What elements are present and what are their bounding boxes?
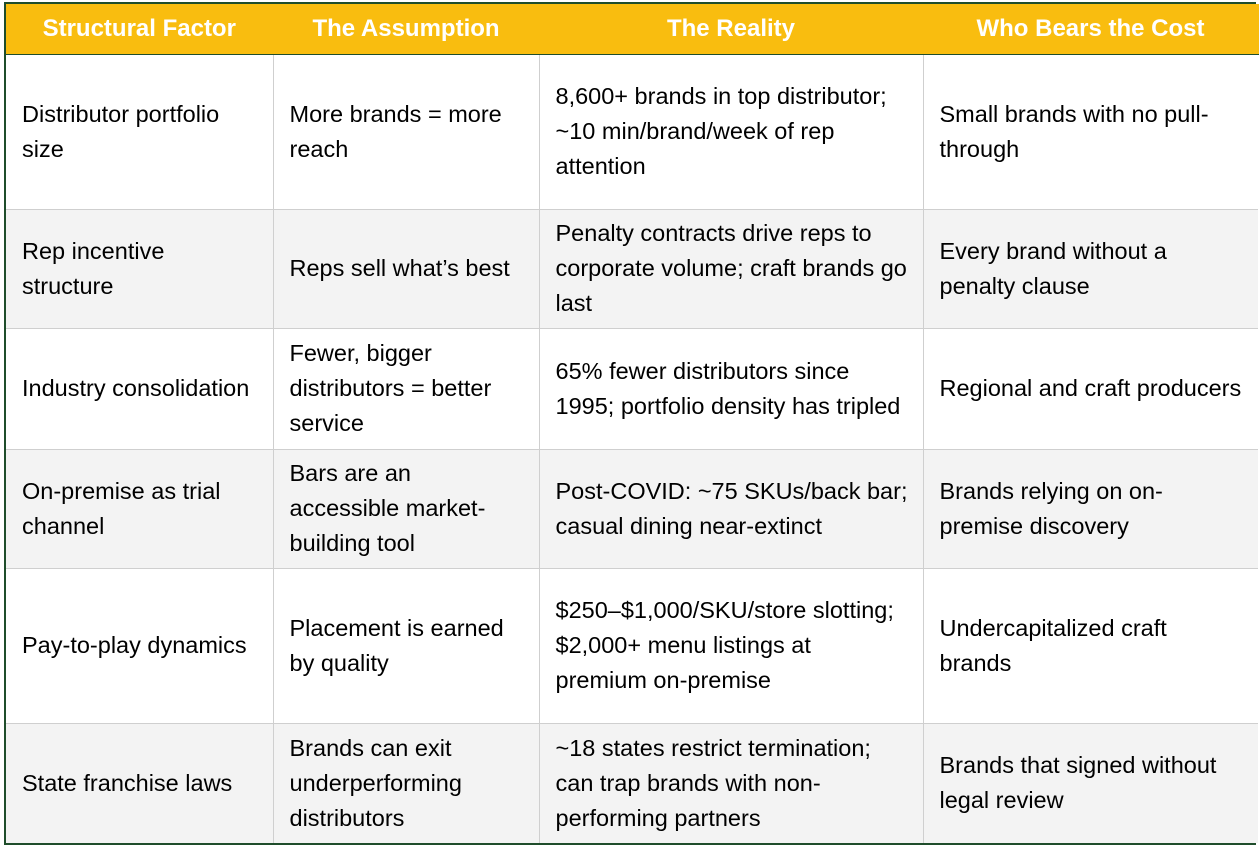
cell-assumption: Placement is earned by quality [272,567,540,724]
cell-assumption: More brands = more reach [272,53,540,210]
table-row: Rep incentive structure Reps sell what’s… [6,208,1258,329]
cell-reality: Penalty contracts drive reps to corporat… [538,208,924,329]
cell-cost: Brands that signed without legal review [922,722,1258,843]
table-row: Distributor portfolio size More brands =… [6,53,1258,210]
cell-reality: 65% fewer distributors since 1995; portf… [538,327,924,450]
table-row: Pay-to-play dynamics Placement is earned… [6,567,1258,724]
cell-factor: Distributor portfolio size [6,53,274,210]
header-assumption: The Assumption [273,4,540,55]
cell-assumption: Fewer, bigger distributors = better serv… [272,327,540,450]
cell-reality: 8,600+ brands in top distributor; ~10 mi… [538,53,924,210]
cell-assumption: Bars are an accessible market-building t… [272,448,540,569]
cell-cost: Small brands with no pull-through [922,53,1258,210]
cell-reality: ~18 states restrict termination; can tra… [538,722,924,843]
header-structural-factor: Structural Factor [6,4,274,55]
cell-cost: Every brand without a penalty clause [922,208,1258,329]
cell-reality: Post-COVID: ~75 SKUs/back bar; casual di… [538,448,924,569]
cell-factor: Rep incentive structure [6,208,274,329]
cell-cost: Undercapitalized craft brands [922,567,1258,724]
cell-factor: Pay-to-play dynamics [6,567,274,724]
header-row: Structural Factor The Assumption The Rea… [6,4,1259,55]
table-row: State franchise laws Brands can exit und… [6,722,1258,843]
cell-assumption: Brands can exit underperforming distribu… [272,722,540,843]
structural-factors-table: Structural Factor The Assumption The Rea… [4,2,1259,845]
header-reality: The Reality [539,4,924,55]
table-row: On-premise as trial channel Bars are an … [6,448,1258,569]
table-row: Industry consolidation Fewer, bigger dis… [6,327,1258,450]
cell-cost: Brands relying on on-premise discovery [922,448,1258,569]
comparison-table: Structural Factor The Assumption The Rea… [6,4,1259,843]
cell-cost: Regional and craft producers [922,327,1258,450]
cell-reality: $250–$1,000/SKU/store slotting; $2,000+ … [538,567,924,724]
cell-factor: Industry consolidation [6,327,274,450]
cell-factor: State franchise laws [6,722,274,843]
cell-factor: On-premise as trial channel [6,448,274,569]
cell-assumption: Reps sell what’s best [272,208,540,329]
header-who-bears-cost: Who Bears the Cost [923,4,1259,55]
